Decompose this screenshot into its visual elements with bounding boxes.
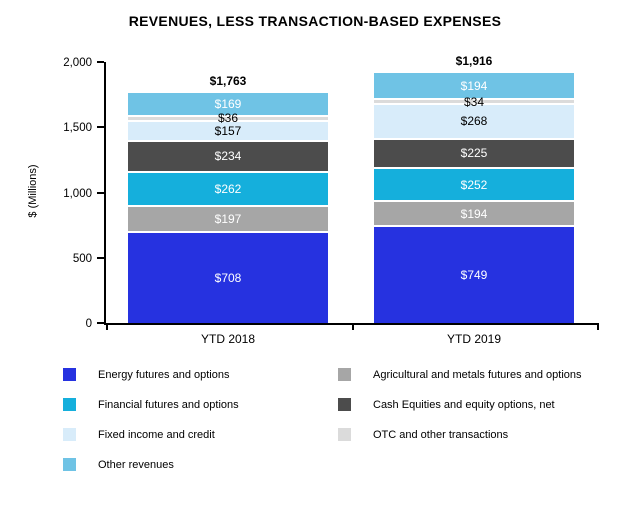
legend-item: Cash Equities and equity options, net <box>338 398 582 411</box>
bar-segment: $749 <box>374 225 574 323</box>
x-tick-mark <box>106 323 108 330</box>
bar-segment: $225 <box>374 137 574 168</box>
bar-segment: $194 <box>374 200 574 226</box>
segment-value-label: $262 <box>214 181 242 196</box>
legend-item: Financial futures and options <box>63 398 338 411</box>
bar-ytd-2019: $1,916 $194 $34 $268 $225 $252 $194 $749 <box>374 54 574 323</box>
segment-value-label: $194 <box>460 206 488 221</box>
legend-item: Fixed income and credit <box>63 428 338 441</box>
x-tick-mark <box>597 323 599 330</box>
y-axis-title: $ (Millions) <box>27 164 39 218</box>
x-axis-label: YTD 2019 <box>446 332 502 346</box>
bar-segment: $708 <box>128 230 328 323</box>
legend-item: Other revenues <box>63 458 338 471</box>
bar-segment: $157 <box>128 119 328 141</box>
segment-value-label: $197 <box>214 211 242 226</box>
legend-item: Energy futures and options <box>63 368 338 381</box>
bar-segment: $234 <box>128 140 328 171</box>
legend-swatch <box>338 428 351 441</box>
legend-column-left: Energy futures and options Financial futu… <box>63 368 338 471</box>
bar-total-label: $1,763 <box>209 73 247 88</box>
x-tick-mark <box>352 323 354 330</box>
legend-swatch <box>63 458 76 471</box>
bar-segment: $194 <box>374 73 574 99</box>
segment-value-label: $225 <box>460 146 488 161</box>
y-tick-mark <box>97 61 104 63</box>
legend-column-right: Agricultural and metals futures and opti… <box>338 368 582 471</box>
y-tick-mark <box>97 256 104 259</box>
bar-total-label: $1,916 <box>455 54 493 69</box>
segment-value-label: $36 <box>217 111 239 126</box>
legend-swatch <box>63 428 76 441</box>
bars-container: $1,763 $169 $36 $157 $234 $262 $197 $708 $1,916 $… <box>106 54 599 323</box>
legend-label: Energy futures and options <box>98 368 230 381</box>
segment-value-label: $268 <box>460 114 488 129</box>
legend-swatch <box>338 398 351 411</box>
legend-label: Agricultural and metals futures and opti… <box>373 368 582 381</box>
bar-segment: $169 <box>128 92 328 116</box>
bar-segment: $268 <box>374 102 574 138</box>
y-tick-label: 2,000 <box>63 57 92 69</box>
legend-item: OTC and other transactions <box>338 428 582 441</box>
legend-label: OTC and other transactions <box>373 428 509 441</box>
x-axis-labels: YTD 2018 YTD 2019 <box>106 332 599 352</box>
legend-label: Other revenues <box>98 458 174 471</box>
legend-label: Fixed income and credit <box>98 428 215 441</box>
bar-segment: $34 <box>374 96 574 108</box>
y-tick-mark <box>97 322 104 324</box>
y-tick-label: 1,500 <box>63 122 92 135</box>
legend-label: Financial futures and options <box>98 398 239 411</box>
bar-segment: $262 <box>128 170 328 205</box>
segment-value-label: $169 <box>214 97 242 111</box>
legend-item: Agricultural and metals futures and opti… <box>338 368 582 381</box>
segment-value-label: $708 <box>214 270 242 285</box>
y-tick-label: 1,000 <box>63 187 92 200</box>
y-axis-ticks: 0 500 1,000 1,500 2,000 <box>63 57 599 330</box>
bar-segment: $36 <box>128 112 328 124</box>
segment-value-label: $234 <box>214 149 242 164</box>
segment-value-label: $157 <box>214 123 242 138</box>
legend: Energy futures and options Financial futu… <box>63 368 582 471</box>
bar-segment: $252 <box>374 167 574 201</box>
y-tick-label: 500 <box>72 252 92 265</box>
bar-ytd-2018: $1,763 $169 $36 $157 $234 $262 $197 $708 <box>128 74 328 323</box>
segment-value-label: $252 <box>460 177 488 192</box>
x-axis-label: YTD 2018 <box>200 332 256 346</box>
segment-value-label: $194 <box>460 78 488 93</box>
plot-area: 0 500 1,000 1,500 2,000 $1,763 $169 $36 $157 $23… <box>63 54 599 330</box>
legend-swatch <box>63 368 76 381</box>
chart-title: REVENUES, LESS TRANSACTION-BASED EXPENSE… <box>128 13 502 29</box>
y-tick-label: 0 <box>85 318 92 330</box>
y-tick-mark <box>97 191 104 194</box>
legend-label: Cash Equities and equity options, net <box>373 398 555 411</box>
y-tick-mark <box>97 126 104 129</box>
bar-segment: $197 <box>128 204 328 231</box>
segment-value-label: $749 <box>460 268 488 283</box>
legend-swatch <box>63 398 76 411</box>
segment-value-label: $34 <box>463 94 485 109</box>
legend-swatch <box>338 368 351 381</box>
